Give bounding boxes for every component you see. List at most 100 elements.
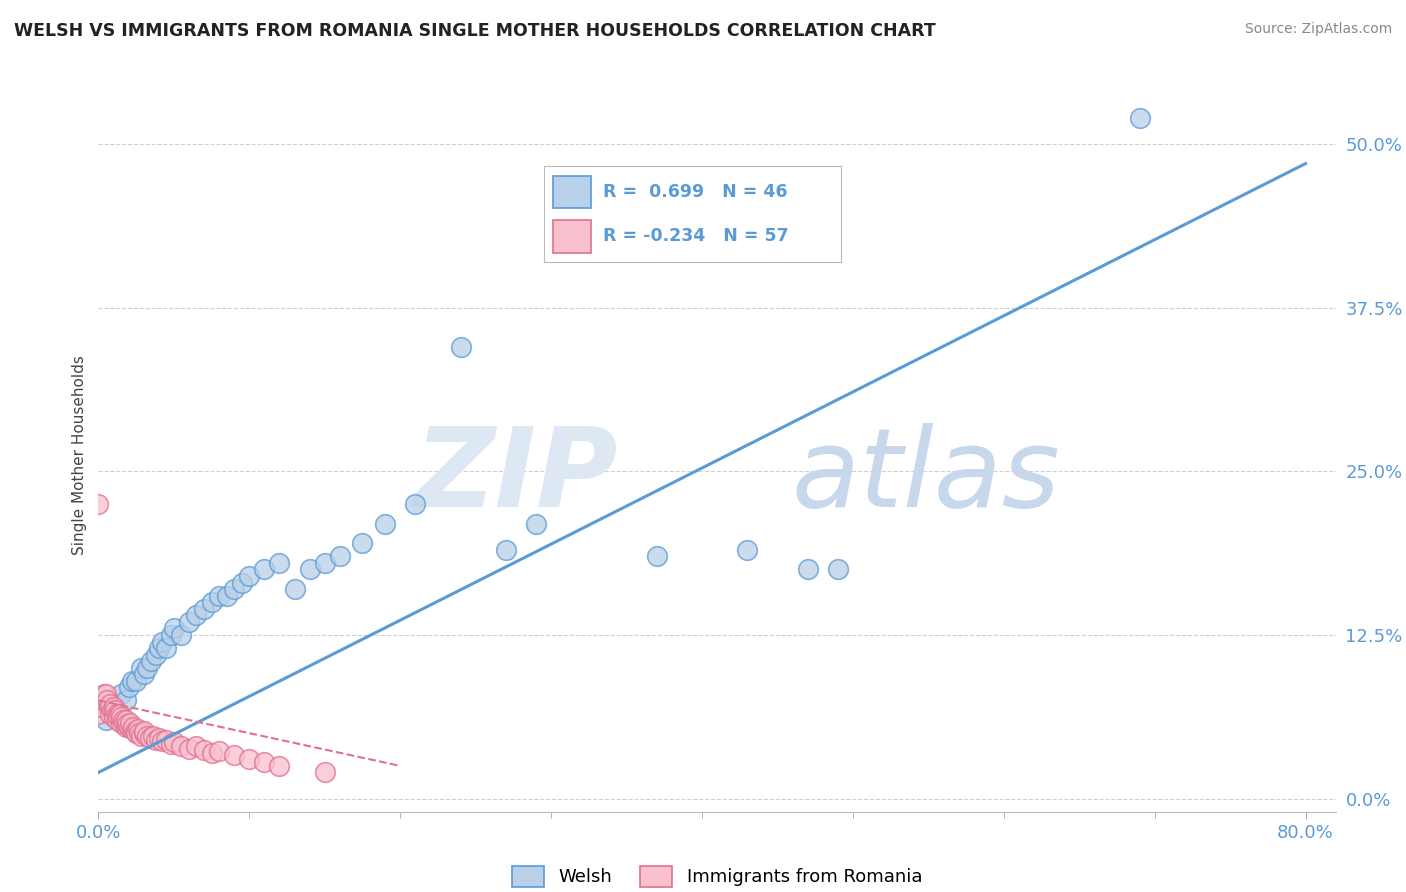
Point xyxy=(105,713,128,727)
Point xyxy=(253,562,276,576)
Point xyxy=(103,710,125,724)
Point xyxy=(284,582,307,596)
Point xyxy=(108,706,131,721)
Point xyxy=(135,729,157,743)
Point xyxy=(103,700,125,714)
Point xyxy=(132,667,155,681)
Point xyxy=(177,742,200,756)
Point xyxy=(524,516,547,531)
Point xyxy=(121,673,143,688)
Point xyxy=(90,700,112,714)
Point xyxy=(238,752,260,766)
Point xyxy=(122,720,145,734)
Point xyxy=(269,759,291,773)
Point xyxy=(125,673,148,688)
Point xyxy=(155,732,177,747)
Point xyxy=(352,536,374,550)
Point xyxy=(314,765,336,780)
Point xyxy=(103,700,125,714)
Point xyxy=(128,726,150,740)
Point xyxy=(160,628,183,642)
Point xyxy=(100,700,122,714)
Point xyxy=(103,706,125,721)
Point xyxy=(110,715,132,730)
Bar xyxy=(553,176,592,209)
Point xyxy=(186,739,208,754)
Point xyxy=(141,654,163,668)
Point xyxy=(827,562,849,576)
Point xyxy=(142,729,165,743)
Point xyxy=(117,681,139,695)
Legend: Welsh, Immigrants from Romania: Welsh, Immigrants from Romania xyxy=(505,858,929,892)
Point xyxy=(87,497,110,511)
Bar xyxy=(553,219,592,252)
Point xyxy=(145,732,167,747)
Point xyxy=(215,589,238,603)
Point xyxy=(645,549,668,564)
Point xyxy=(1128,111,1150,125)
Point xyxy=(145,648,167,662)
Point xyxy=(404,497,426,511)
Point xyxy=(298,562,321,576)
Point xyxy=(98,700,121,714)
Point xyxy=(150,634,173,648)
Point xyxy=(94,713,117,727)
Point xyxy=(124,723,146,738)
Point xyxy=(125,726,148,740)
Point xyxy=(115,717,138,731)
Point xyxy=(111,713,134,727)
Point xyxy=(253,755,276,769)
Point xyxy=(105,706,128,721)
Point xyxy=(150,734,173,748)
Point xyxy=(117,720,139,734)
Point xyxy=(170,628,193,642)
Point xyxy=(101,703,124,717)
Point xyxy=(132,726,155,740)
Point xyxy=(114,720,136,734)
Point xyxy=(160,737,183,751)
Text: R = -0.234   N = 57: R = -0.234 N = 57 xyxy=(603,227,789,245)
Point xyxy=(269,556,291,570)
Text: ZIP: ZIP xyxy=(415,423,619,530)
Point xyxy=(177,615,200,629)
Point xyxy=(127,723,149,737)
Point xyxy=(224,748,246,763)
Point xyxy=(186,608,208,623)
Point xyxy=(96,693,118,707)
Point xyxy=(135,661,157,675)
Point xyxy=(110,710,132,724)
Point xyxy=(735,542,758,557)
Point xyxy=(132,723,155,738)
Y-axis label: Single Mother Households: Single Mother Households xyxy=(72,355,87,555)
Point xyxy=(112,715,135,730)
Point xyxy=(238,569,260,583)
Point xyxy=(155,641,177,656)
Point xyxy=(91,693,114,707)
Point xyxy=(193,743,215,757)
Point xyxy=(170,739,193,754)
Point xyxy=(314,556,336,570)
Point xyxy=(129,729,152,743)
Point xyxy=(200,746,222,760)
Point xyxy=(107,709,129,723)
Point xyxy=(329,549,352,564)
Point xyxy=(163,621,186,635)
Point xyxy=(110,687,132,701)
Point xyxy=(129,661,152,675)
Point xyxy=(100,698,122,712)
Point xyxy=(148,731,170,746)
Point xyxy=(796,562,818,576)
Point xyxy=(105,706,128,721)
Point xyxy=(208,744,231,758)
Point xyxy=(114,693,136,707)
Point xyxy=(94,687,117,701)
Point xyxy=(120,715,142,730)
Text: WELSH VS IMMIGRANTS FROM ROMANIA SINGLE MOTHER HOUSEHOLDS CORRELATION CHART: WELSH VS IMMIGRANTS FROM ROMANIA SINGLE … xyxy=(14,22,936,40)
Point xyxy=(200,595,222,609)
Point xyxy=(450,340,472,354)
Point xyxy=(114,713,136,727)
Point xyxy=(138,731,160,746)
Text: R =  0.699   N = 46: R = 0.699 N = 46 xyxy=(603,183,787,201)
Point xyxy=(495,542,517,557)
Point xyxy=(93,687,115,701)
